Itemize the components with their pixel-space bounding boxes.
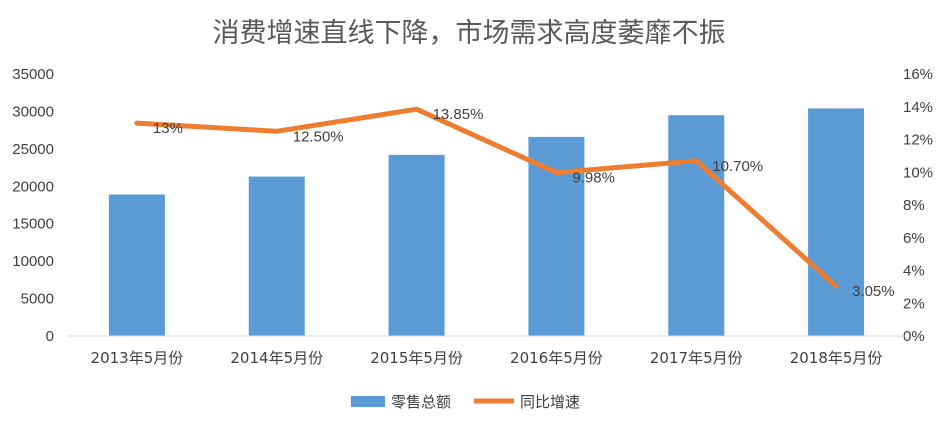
right-tick-label: 2% — [903, 295, 925, 312]
growth-line — [134, 106, 839, 289]
category-label: 2018年5月份 — [790, 349, 883, 367]
bar — [108, 194, 165, 336]
chart-title: 消费增速直线下降，市场需求高度萎靡不振 — [213, 18, 726, 49]
left-tick-label: 5000 — [21, 291, 54, 308]
left-tick-label: 15000 — [12, 216, 54, 233]
category-label: 2013年5月份 — [91, 349, 184, 367]
legend-swatch-bar — [351, 396, 385, 407]
line-data-label: 12.50% — [293, 128, 344, 145]
left-tick-label: 10000 — [12, 253, 54, 270]
right-tick-label: 10% — [903, 164, 933, 181]
line-series — [134, 106, 839, 289]
right-tick-label: 4% — [903, 263, 925, 280]
right-tick-label: 16% — [903, 66, 933, 83]
right-axis: 0% 2% 4% 6% 8% 10% 12% 14% 16% — [903, 66, 933, 345]
legend-label-line: 同比增速 — [520, 393, 580, 411]
legend: 零售总额 同比增速 — [351, 393, 580, 411]
category-label: 2015年5月份 — [370, 349, 463, 367]
category-label: 2014年5月份 — [230, 349, 323, 367]
bar — [528, 136, 585, 336]
bar — [668, 115, 725, 337]
category-label: 2016年5月份 — [510, 349, 603, 367]
legend-label-bar: 零售总额 — [391, 393, 451, 411]
line-data-label: 9.98% — [572, 170, 615, 187]
right-tick-label: 8% — [903, 197, 925, 214]
line-data-label: 10.70% — [712, 158, 763, 175]
line-data-labels: 13% 12.50% 13.85% 9.98% 10.70% 3.05% — [153, 106, 895, 300]
right-tick-label: 6% — [903, 230, 925, 247]
left-tick-label: 25000 — [12, 141, 54, 158]
left-tick-label: 35000 — [12, 66, 54, 83]
category-axis: 2013年5月份 2014年5月份 2015年5月份 2016年5月份 2017年5月份… — [91, 349, 883, 367]
line-data-label: 13.85% — [433, 106, 484, 123]
line-data-label: 3.05% — [852, 283, 895, 300]
left-axis: 0 5000 10000 15000 20000 25000 30000 35000 — [12, 66, 54, 345]
bar — [248, 176, 305, 336]
right-tick-label: 0% — [903, 328, 925, 345]
left-tick-label: 0 — [46, 328, 54, 345]
category-label: 2017年5月份 — [650, 349, 743, 367]
bar — [388, 154, 445, 336]
left-tick-label: 30000 — [12, 103, 54, 120]
left-tick-label: 20000 — [12, 178, 54, 195]
line-data-label: 13% — [153, 120, 183, 137]
bar — [808, 108, 865, 336]
right-tick-label: 12% — [903, 132, 933, 149]
right-tick-label: 14% — [903, 99, 933, 116]
